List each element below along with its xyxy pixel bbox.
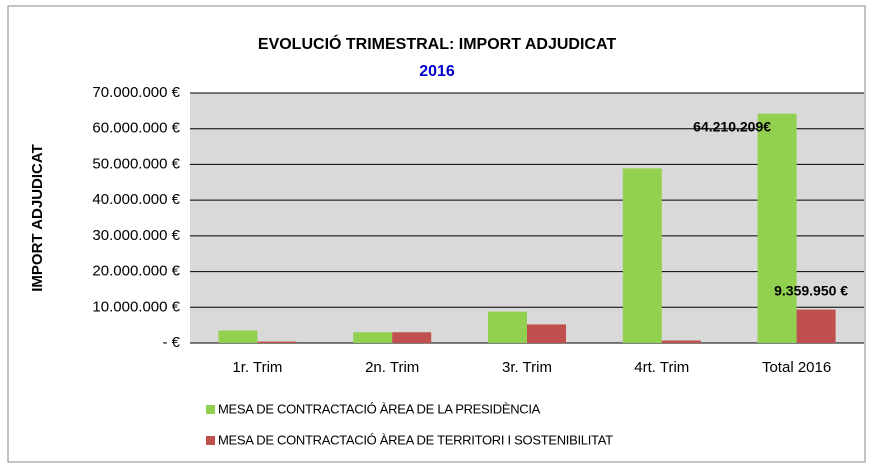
x-tick-label: 4rt. Trim bbox=[634, 359, 689, 376]
y-tick-label: - € bbox=[162, 334, 180, 351]
bar bbox=[757, 113, 797, 343]
x-tick-label: 3r. Trim bbox=[502, 359, 552, 376]
x-tick-label: Total 2016 bbox=[762, 359, 831, 376]
y-axis-label: IMPORT ADJUDICAT bbox=[29, 144, 46, 292]
bar bbox=[661, 340, 701, 343]
plot-area bbox=[190, 93, 864, 343]
bar bbox=[218, 330, 258, 343]
chart-subtitle: 2016 bbox=[419, 63, 455, 80]
y-tick-label: 20.000.000 € bbox=[92, 263, 180, 280]
x-tick-label: 2n. Trim bbox=[365, 359, 419, 376]
bar bbox=[527, 324, 566, 343]
y-tick-label: 60.000.000 € bbox=[92, 120, 180, 137]
y-tick-label: 50.000.000 € bbox=[92, 155, 180, 172]
x-tick-label: 1r. Trim bbox=[232, 359, 282, 376]
bar bbox=[796, 309, 836, 343]
y-tick-label: 10.000.000 € bbox=[92, 298, 180, 315]
data-label: 9.359.950 € bbox=[774, 282, 848, 298]
bar bbox=[353, 332, 393, 343]
y-tick-label: 70.000.000 € bbox=[92, 84, 180, 101]
y-tick-label: 40.000.000 € bbox=[92, 191, 180, 208]
bar bbox=[488, 311, 527, 343]
legend-label: MESA DE CONTRACTACIÓ ÀREA DE TERRITORI I… bbox=[218, 432, 613, 447]
legend-swatch bbox=[206, 405, 215, 414]
bar bbox=[257, 341, 297, 343]
legend-label: MESA DE CONTRACTACIÓ ÀREA DE LA PRESIDÈN… bbox=[218, 401, 541, 416]
chart-title: EVOLUCIÓ TRIMESTRAL: IMPORT ADJUDICAT bbox=[258, 34, 616, 53]
bar bbox=[622, 168, 662, 343]
legend-swatch bbox=[206, 436, 215, 445]
bar bbox=[392, 332, 432, 343]
y-tick-label: 30.000.000 € bbox=[92, 227, 180, 244]
data-label: 64.210.209€ bbox=[693, 118, 771, 134]
